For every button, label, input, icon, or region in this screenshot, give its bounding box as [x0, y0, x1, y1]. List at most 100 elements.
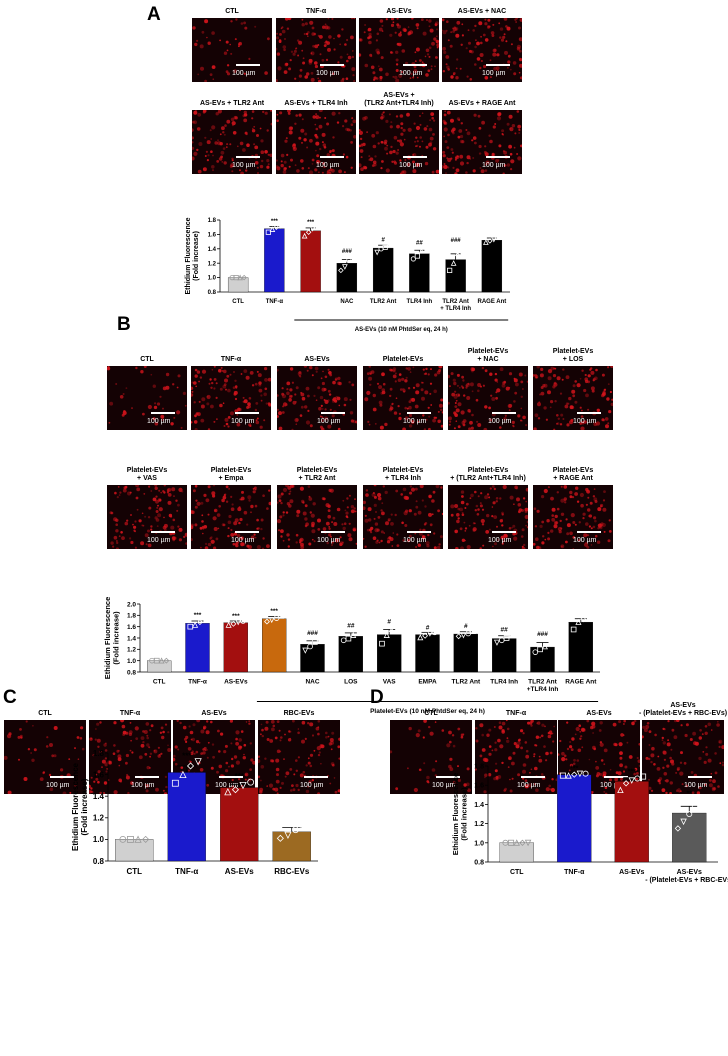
data-point — [571, 771, 578, 778]
scale-bar-label: 100 µm — [231, 418, 255, 425]
x-tick-label-line: TLR2 Ant — [452, 679, 481, 686]
data-point — [302, 647, 309, 654]
data-point — [269, 226, 276, 232]
x-tick-label-line: AS-EVs — [225, 867, 254, 876]
data-point — [393, 623, 400, 630]
panelB-image-label: Platelet-EVs + RAGE Ant — [552, 467, 594, 482]
data-point — [338, 267, 344, 274]
y-tick-label: 1.4 — [127, 635, 136, 642]
scale-bar-label: 100 µm — [488, 537, 512, 544]
data-point — [491, 236, 497, 243]
y-tick-label: 1.2 — [474, 821, 484, 828]
data-point — [277, 223, 284, 229]
scale-bar — [492, 412, 516, 414]
data-point — [314, 224, 320, 230]
data-point — [388, 628, 395, 635]
x-tick-label-line: TNF-α — [266, 299, 284, 305]
scale-bar-label: 100 µm — [482, 70, 506, 77]
scale-bar-label: 100 µm — [600, 782, 624, 789]
data-point — [460, 632, 467, 639]
chart-b: Ethidium Fluorescence(Fold increase) 0.8 1… — [103, 597, 600, 715]
significance-label: *** — [232, 613, 240, 620]
x-tick-label: AS-EVs — [225, 867, 254, 876]
data-point — [686, 811, 693, 818]
panelA-image-label: AS-EVs — [386, 8, 412, 15]
panel-letter-c: C — [3, 687, 17, 708]
panelB-micrograph: 100 µm — [363, 366, 443, 430]
panelD-image-label: TNF-α — [505, 710, 527, 717]
x-tick-label-line: + TLR4 Inh — [440, 306, 471, 312]
panelB-micrograph: 100 µm — [191, 366, 271, 430]
data-point — [503, 635, 510, 641]
panelB-micrograph: 100 µm — [191, 485, 271, 549]
x-tick-label-line: RAGE Ant — [477, 299, 506, 305]
scale-bar-label: 100 µm — [573, 418, 597, 425]
scale-bar-label: 100 µm — [300, 782, 324, 789]
panelB-micrograph: 100 µm — [533, 485, 613, 549]
data-point — [674, 825, 682, 832]
data-point — [450, 260, 457, 266]
scale-bar-label: 100 µm — [317, 418, 341, 425]
y-tick-label: 2.0 — [127, 601, 136, 608]
bar — [262, 618, 287, 673]
data-point — [192, 621, 199, 628]
bar — [499, 842, 534, 863]
data-point — [235, 619, 242, 626]
panelB-image-label: Platelet-EVs + NAC — [467, 348, 509, 363]
x-tick-label: TLR4 Inh — [407, 299, 433, 305]
y-tick-label: 1.6 — [474, 783, 484, 790]
scale-bar-label: 100 µm — [573, 537, 597, 544]
data-point — [513, 839, 520, 846]
data-point — [382, 244, 388, 250]
data-point — [225, 621, 232, 628]
bar — [338, 636, 363, 673]
scale-bar-label: 100 µm — [131, 782, 155, 789]
y-tick-label: 1.8 — [127, 613, 136, 620]
data-point — [378, 246, 384, 252]
y-axis-label-line: Ethidium Fluorescence — [451, 773, 460, 856]
data-point — [127, 836, 134, 843]
panelA-image-label: AS-EVs + TLR2 Ant — [199, 100, 265, 107]
x-tick-label: CTL — [153, 679, 166, 686]
x-tick-label: CTL — [510, 869, 524, 876]
significance-label: ### — [451, 238, 462, 244]
data-point — [142, 835, 150, 843]
y-tick-label: 1.0 — [474, 840, 484, 847]
data-point — [414, 253, 420, 259]
scale-bar — [486, 156, 510, 158]
y-tick-label: 1.2 — [208, 261, 217, 267]
data-point — [231, 786, 240, 794]
panelA-image-label: AS-EVs + RAGE Ant — [448, 100, 516, 107]
data-point — [309, 226, 316, 232]
x-tick-label: TLR2 Ant — [370, 299, 396, 305]
scale-bar — [151, 531, 175, 533]
y-tick-label: 0.8 — [474, 859, 484, 866]
data-point — [374, 249, 380, 256]
scale-bar-label: 100 µm — [232, 162, 256, 169]
panelD-micrograph: 100 µm — [642, 720, 724, 794]
data-point — [559, 772, 566, 779]
data-point — [570, 626, 577, 633]
x-tick-label: TLR4 Inh — [490, 679, 518, 686]
panelC-image-label: AS-EVs — [201, 710, 227, 717]
bar — [568, 621, 593, 673]
panelC-micrograph: 100 µm — [4, 720, 86, 794]
scale-bar — [320, 64, 344, 66]
panelB-image-label: AS-EVs — [304, 356, 330, 363]
x-tick-label-line: TLR4 Inh — [407, 299, 433, 305]
data-point — [455, 633, 462, 640]
bar — [336, 263, 358, 293]
panelB-micrograph: 100 µm — [277, 485, 357, 549]
data-point — [379, 640, 385, 647]
x-tick-label: AS-EVs — [619, 869, 644, 876]
data-point — [431, 629, 438, 636]
scale-bar — [577, 412, 601, 414]
data-point — [346, 257, 352, 263]
y-axis-label-line: (Fold increase) — [112, 611, 121, 665]
data-point — [458, 242, 465, 249]
significance-label: *** — [235, 772, 245, 781]
data-point — [153, 657, 160, 664]
data-point — [417, 634, 424, 641]
scale-bar — [219, 776, 243, 778]
data-point — [537, 646, 543, 653]
